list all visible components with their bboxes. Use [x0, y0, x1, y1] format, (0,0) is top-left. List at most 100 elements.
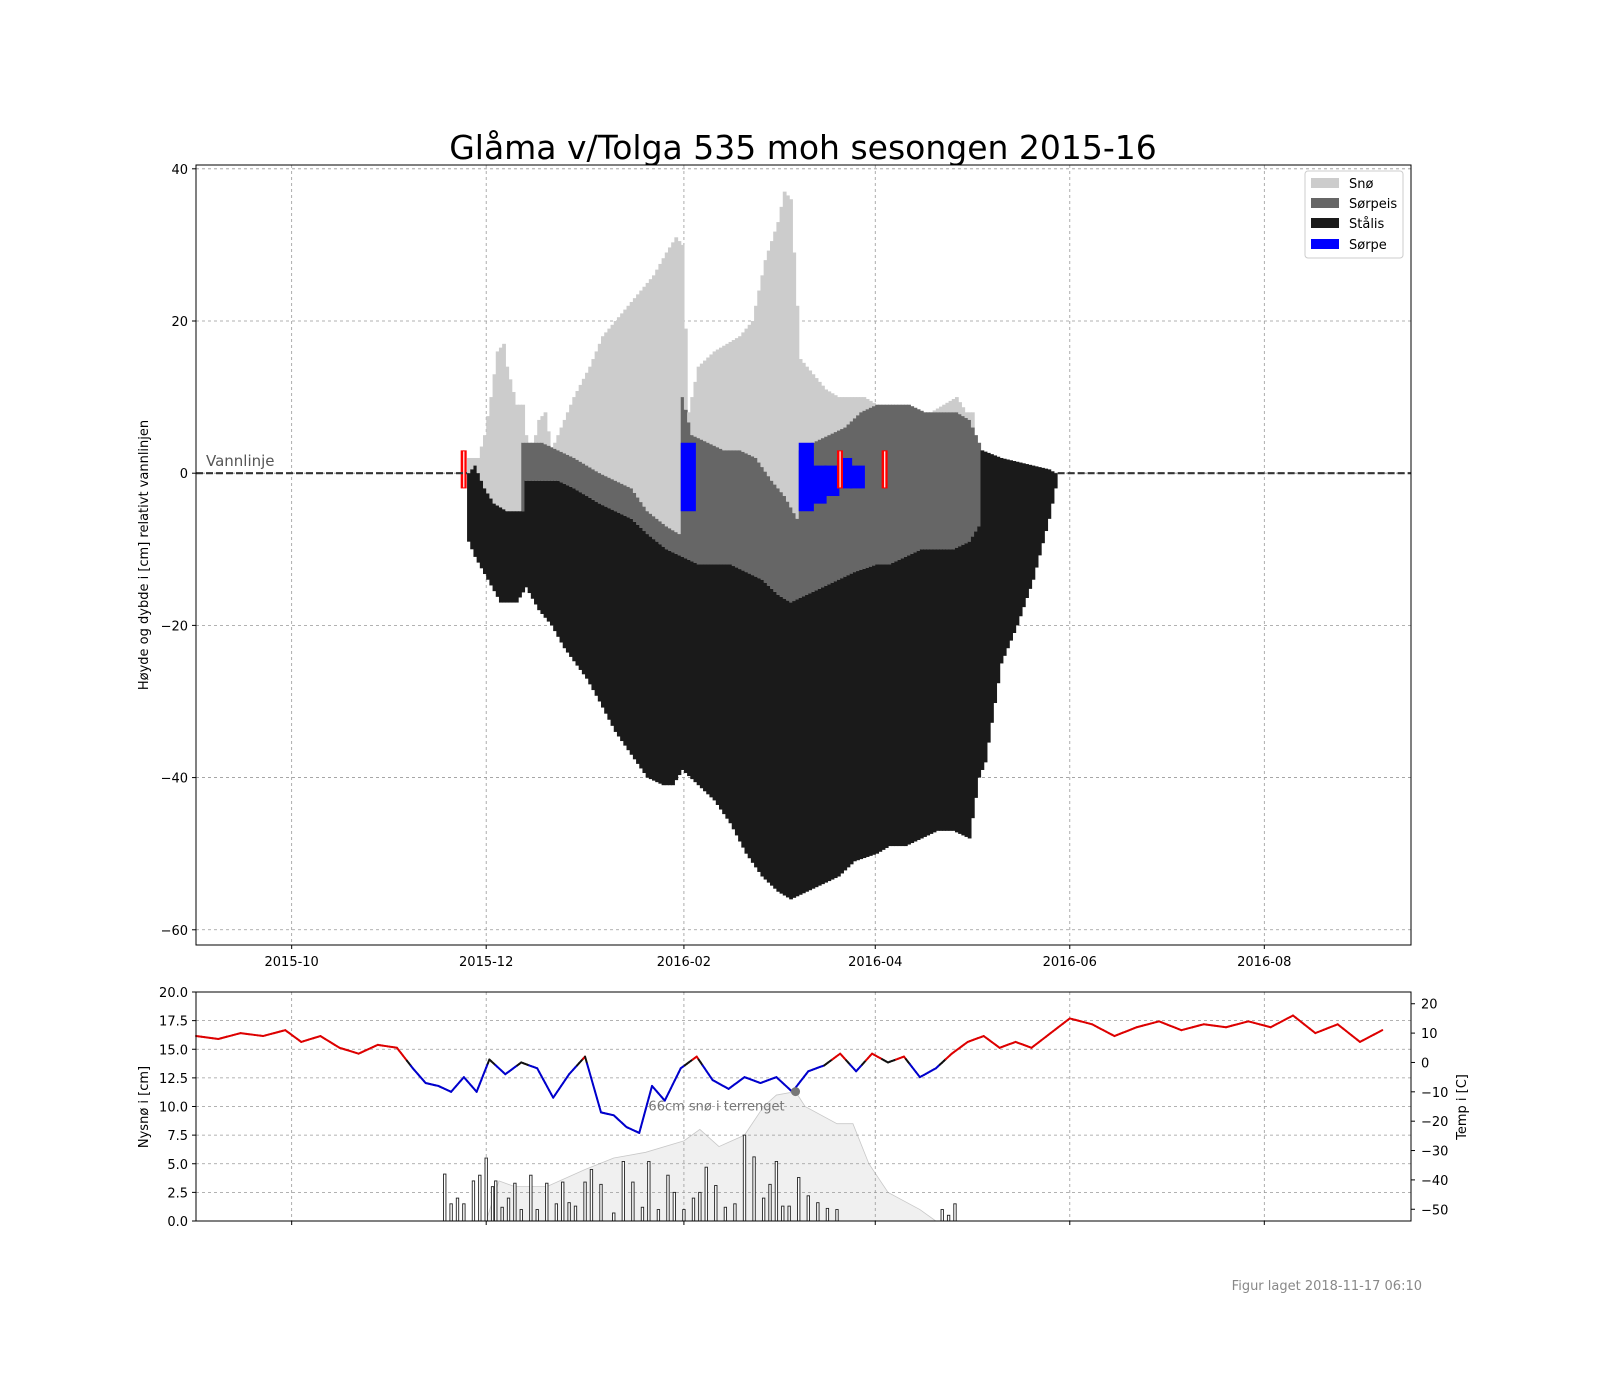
- snowfall-bar: [672, 1191, 676, 1222]
- snowfall-bar: [455, 1197, 460, 1222]
- snow-bar: [811, 374, 816, 443]
- sorpeis-bar: [623, 485, 628, 516]
- stalis-bar: [792, 601, 797, 898]
- stalis-bar: [900, 558, 905, 847]
- stalis-bar: [808, 593, 813, 891]
- stalis-bar: [824, 585, 829, 883]
- snow-bar: [492, 374, 497, 504]
- snow-bar: [766, 250, 771, 477]
- snow-bar: [594, 351, 599, 472]
- snow-bar: [849, 397, 854, 422]
- stalis-bar: [884, 564, 889, 848]
- sorpeis-bar: [521, 442, 526, 512]
- snow-bar: [939, 406, 943, 413]
- stalis-bar: [683, 558, 688, 774]
- stalis-bar: [572, 488, 577, 662]
- sorpeis-bar: [958, 414, 962, 547]
- snow-bar: [805, 366, 809, 447]
- sorpeis-bar: [894, 404, 899, 562]
- sorpeis-bar: [961, 416, 966, 545]
- ice-plot-frame: [195, 164, 1412, 946]
- sorpeis-bar: [629, 488, 634, 519]
- snow-bar: [626, 305, 631, 487]
- sorpeis-bar: [562, 453, 567, 484]
- stalis-bar: [1028, 464, 1033, 589]
- stalis-bar: [597, 503, 602, 702]
- snow-bar: [690, 397, 695, 436]
- snow-bar: [632, 298, 637, 493]
- snowfall-bar: [561, 1181, 565, 1222]
- snowfall-bar: [806, 1195, 810, 1222]
- snow-bar: [945, 402, 950, 413]
- snowfall-bar: [647, 1161, 651, 1222]
- snow-bar: [792, 252, 797, 514]
- stalis-bar: [671, 552, 675, 786]
- sorpeis-bar: [524, 442, 529, 481]
- snow-bar: [667, 247, 672, 529]
- sorpeis-bar: [754, 457, 758, 577]
- snow-bar: [961, 407, 966, 417]
- snow-bar: [935, 408, 940, 413]
- snowfall-bar: [599, 1183, 603, 1222]
- sorpeis-bar: [578, 461, 583, 493]
- sorpeis-bar: [527, 442, 532, 481]
- sorpeis-bar: [821, 438, 825, 588]
- snowfall-bar: [535, 1209, 539, 1222]
- sorpeis-bar: [939, 412, 943, 550]
- stalis-bar: [661, 546, 666, 786]
- sorpeis-bar: [699, 439, 704, 565]
- sorpeis-bar: [888, 404, 892, 565]
- sorpeis-bar: [782, 496, 787, 599]
- stalis-bar: [569, 486, 573, 657]
- snow-bar: [543, 412, 548, 445]
- sorpeis-bar: [926, 412, 931, 550]
- snow-bar: [601, 336, 605, 475]
- stalis-bar: [757, 578, 762, 872]
- sorpeis-bar: [910, 406, 915, 554]
- snow-bar: [652, 275, 656, 517]
- sorpeis-bar: [632, 492, 637, 522]
- stalis-bar: [738, 569, 742, 842]
- sorpeis-bar: [840, 429, 844, 579]
- stalis-bar: [782, 598, 787, 896]
- sorpeis-bar: [696, 438, 701, 565]
- snow-bar: [785, 195, 790, 502]
- stalis-bar: [601, 505, 605, 708]
- snow-bar: [744, 328, 749, 454]
- stalis-bar: [913, 552, 918, 842]
- stalis-bar: [1047, 469, 1052, 519]
- snow-bar: [718, 347, 723, 449]
- snow-bar: [661, 258, 666, 524]
- snow-bar: [958, 402, 962, 415]
- snowfall-bar: [714, 1185, 718, 1222]
- stalis-bar: [750, 575, 755, 863]
- sorpeis-bar: [616, 482, 621, 513]
- snow-bar: [597, 343, 602, 474]
- stalis-bar: [875, 564, 880, 854]
- stalis-bar: [655, 541, 660, 783]
- snow-bar: [556, 435, 561, 451]
- legend-label-sno: Snø: [1349, 177, 1373, 192]
- sorpeis-bar: [808, 444, 813, 594]
- snow-bar: [817, 381, 822, 440]
- temperature-y-axis: −50 −40 −30 −20 −10 0 10 20: [1411, 998, 1448, 1218]
- snow-bar: [524, 435, 529, 443]
- snowfall-bar: [545, 1182, 549, 1222]
- snowfall-y-axis-label: Nysnø i [cm]: [137, 1066, 152, 1148]
- stalis-bar: [626, 517, 631, 751]
- stalis-bar: [827, 584, 832, 882]
- snow-bar: [489, 397, 494, 499]
- stalis-bar: [836, 579, 841, 877]
- snow-bar: [776, 222, 781, 489]
- stalis-bar: [607, 508, 612, 720]
- stalis-bar: [923, 549, 927, 837]
- stalis-bar: [846, 575, 851, 868]
- stalis-bar: [859, 569, 864, 860]
- stalis-bar: [648, 536, 653, 780]
- stalis-bar: [728, 564, 733, 824]
- stalis-bar: [588, 497, 593, 685]
- sorpeis-bar: [722, 450, 726, 565]
- ice-x-tick-label: 2016-08: [1237, 955, 1291, 970]
- stalis-bar: [1041, 467, 1045, 544]
